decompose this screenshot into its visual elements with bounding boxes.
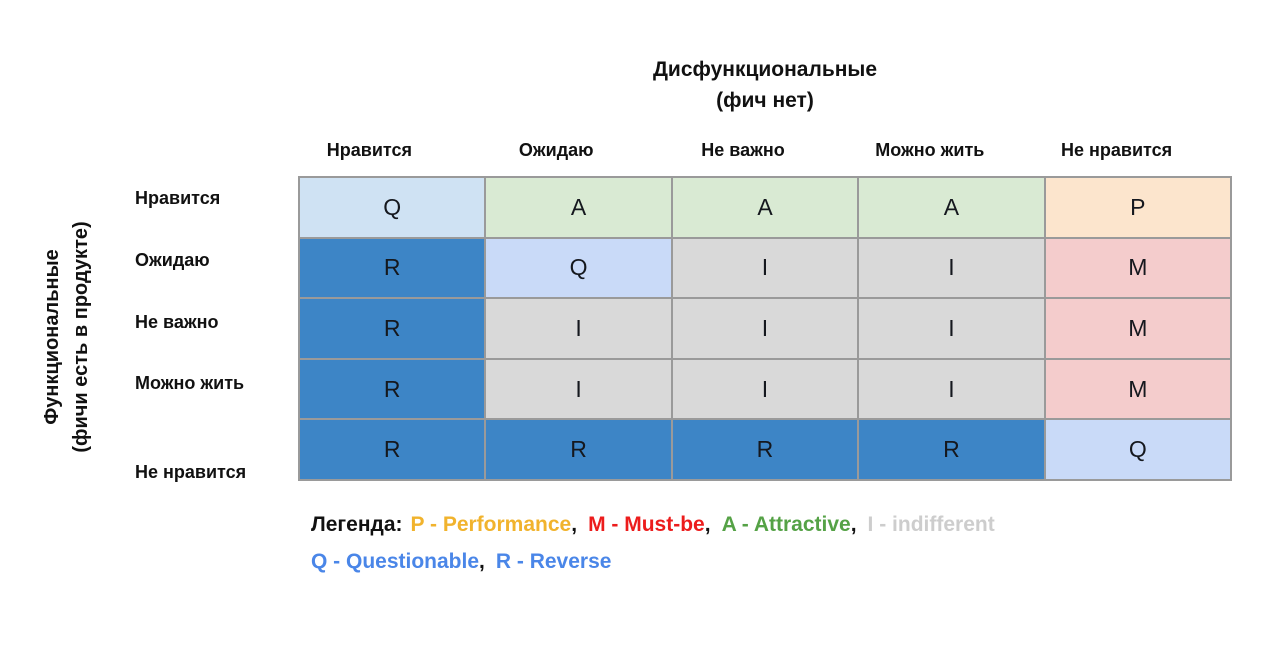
legend-separator: , — [704, 513, 711, 536]
row-header: Нравится — [135, 188, 221, 208]
matrix-cell: Q — [1045, 420, 1230, 479]
matrix-cell: R — [300, 299, 485, 358]
matrix-cell: I — [486, 299, 671, 358]
x-axis-title-line1: Дисфункциональные — [652, 58, 878, 81]
matrix-cell: M — [1045, 359, 1230, 419]
x-axis-title: Дисфункциональные (фич нет) — [298, 54, 1232, 116]
row-header: Не нравится — [135, 462, 247, 482]
legend-line2: Q - Questionable, R - Reverse — [311, 543, 995, 580]
matrix-cell: R — [300, 238, 485, 298]
kano-matrix-table: Q A A A P R Q I I M R I I I M R I I I M … — [298, 176, 1232, 481]
legend-separator: , — [850, 513, 857, 536]
matrix-cell: Q — [300, 178, 485, 237]
column-header: Можно жить — [875, 140, 985, 160]
column-header: Не важно — [701, 140, 785, 160]
matrix-cell: I — [672, 299, 858, 358]
matrix-cell: A — [859, 178, 1044, 237]
matrix-cell: R — [300, 359, 485, 419]
legend-item-questionable: Q - Questionable — [311, 550, 480, 573]
y-axis-title-line1: Функциональные — [41, 249, 63, 425]
matrix-cell: I — [859, 238, 1044, 298]
legend: Легенда: P - Performance, M - Must-be, A - … — [311, 506, 995, 580]
matrix-cell: I — [672, 359, 858, 419]
row-header: Не важно — [135, 312, 219, 332]
legend-separator: , — [479, 550, 485, 573]
column-headers: Нравится Ожидаю Не важно Можно жить Не н… — [276, 138, 1210, 162]
matrix-cell: A — [486, 178, 671, 237]
column-header: Ожидаю — [518, 140, 594, 160]
legend-item-performance: P - Performance — [410, 513, 572, 536]
column-header: Нравится — [326, 140, 413, 160]
matrix-cell: I — [486, 359, 671, 419]
legend-item-must-be: M - Must-be — [588, 513, 705, 536]
legend-separator: , — [571, 513, 578, 536]
matrix-cell: P — [1045, 178, 1230, 237]
legend-item-attractive: A - Attractive — [721, 513, 851, 536]
y-axis-title-line2: (фичи есть в продукте) — [70, 221, 92, 453]
legend-label: Легенда: — [311, 513, 403, 536]
matrix-cell: I — [859, 359, 1044, 419]
matrix-cell: R — [486, 420, 671, 479]
x-axis-title-line2: (фич нет) — [716, 89, 814, 112]
matrix-cell: I — [859, 299, 1044, 358]
legend-item-reverse: R - Reverse — [495, 550, 612, 573]
row-header: Можно жить — [135, 373, 245, 393]
y-axis-title: Функциональные (фичи есть в продукте) — [38, 221, 96, 452]
matrix-cell: I — [672, 238, 858, 298]
matrix-cell: A — [672, 178, 858, 237]
legend-line1: Легенда: P - Performance, M - Must-be, A - … — [311, 506, 995, 543]
matrix-cell: R — [300, 420, 485, 479]
matrix-cell: M — [1045, 238, 1230, 298]
matrix-cell: Q — [486, 238, 671, 298]
column-header: Не нравится — [1061, 140, 1173, 160]
matrix-cell: M — [1045, 299, 1230, 358]
row-header: Ожидаю — [135, 250, 210, 270]
legend-item-indifferent: I - indifferent — [867, 513, 995, 536]
matrix-cell: R — [859, 420, 1044, 479]
matrix-cell: R — [672, 420, 858, 479]
